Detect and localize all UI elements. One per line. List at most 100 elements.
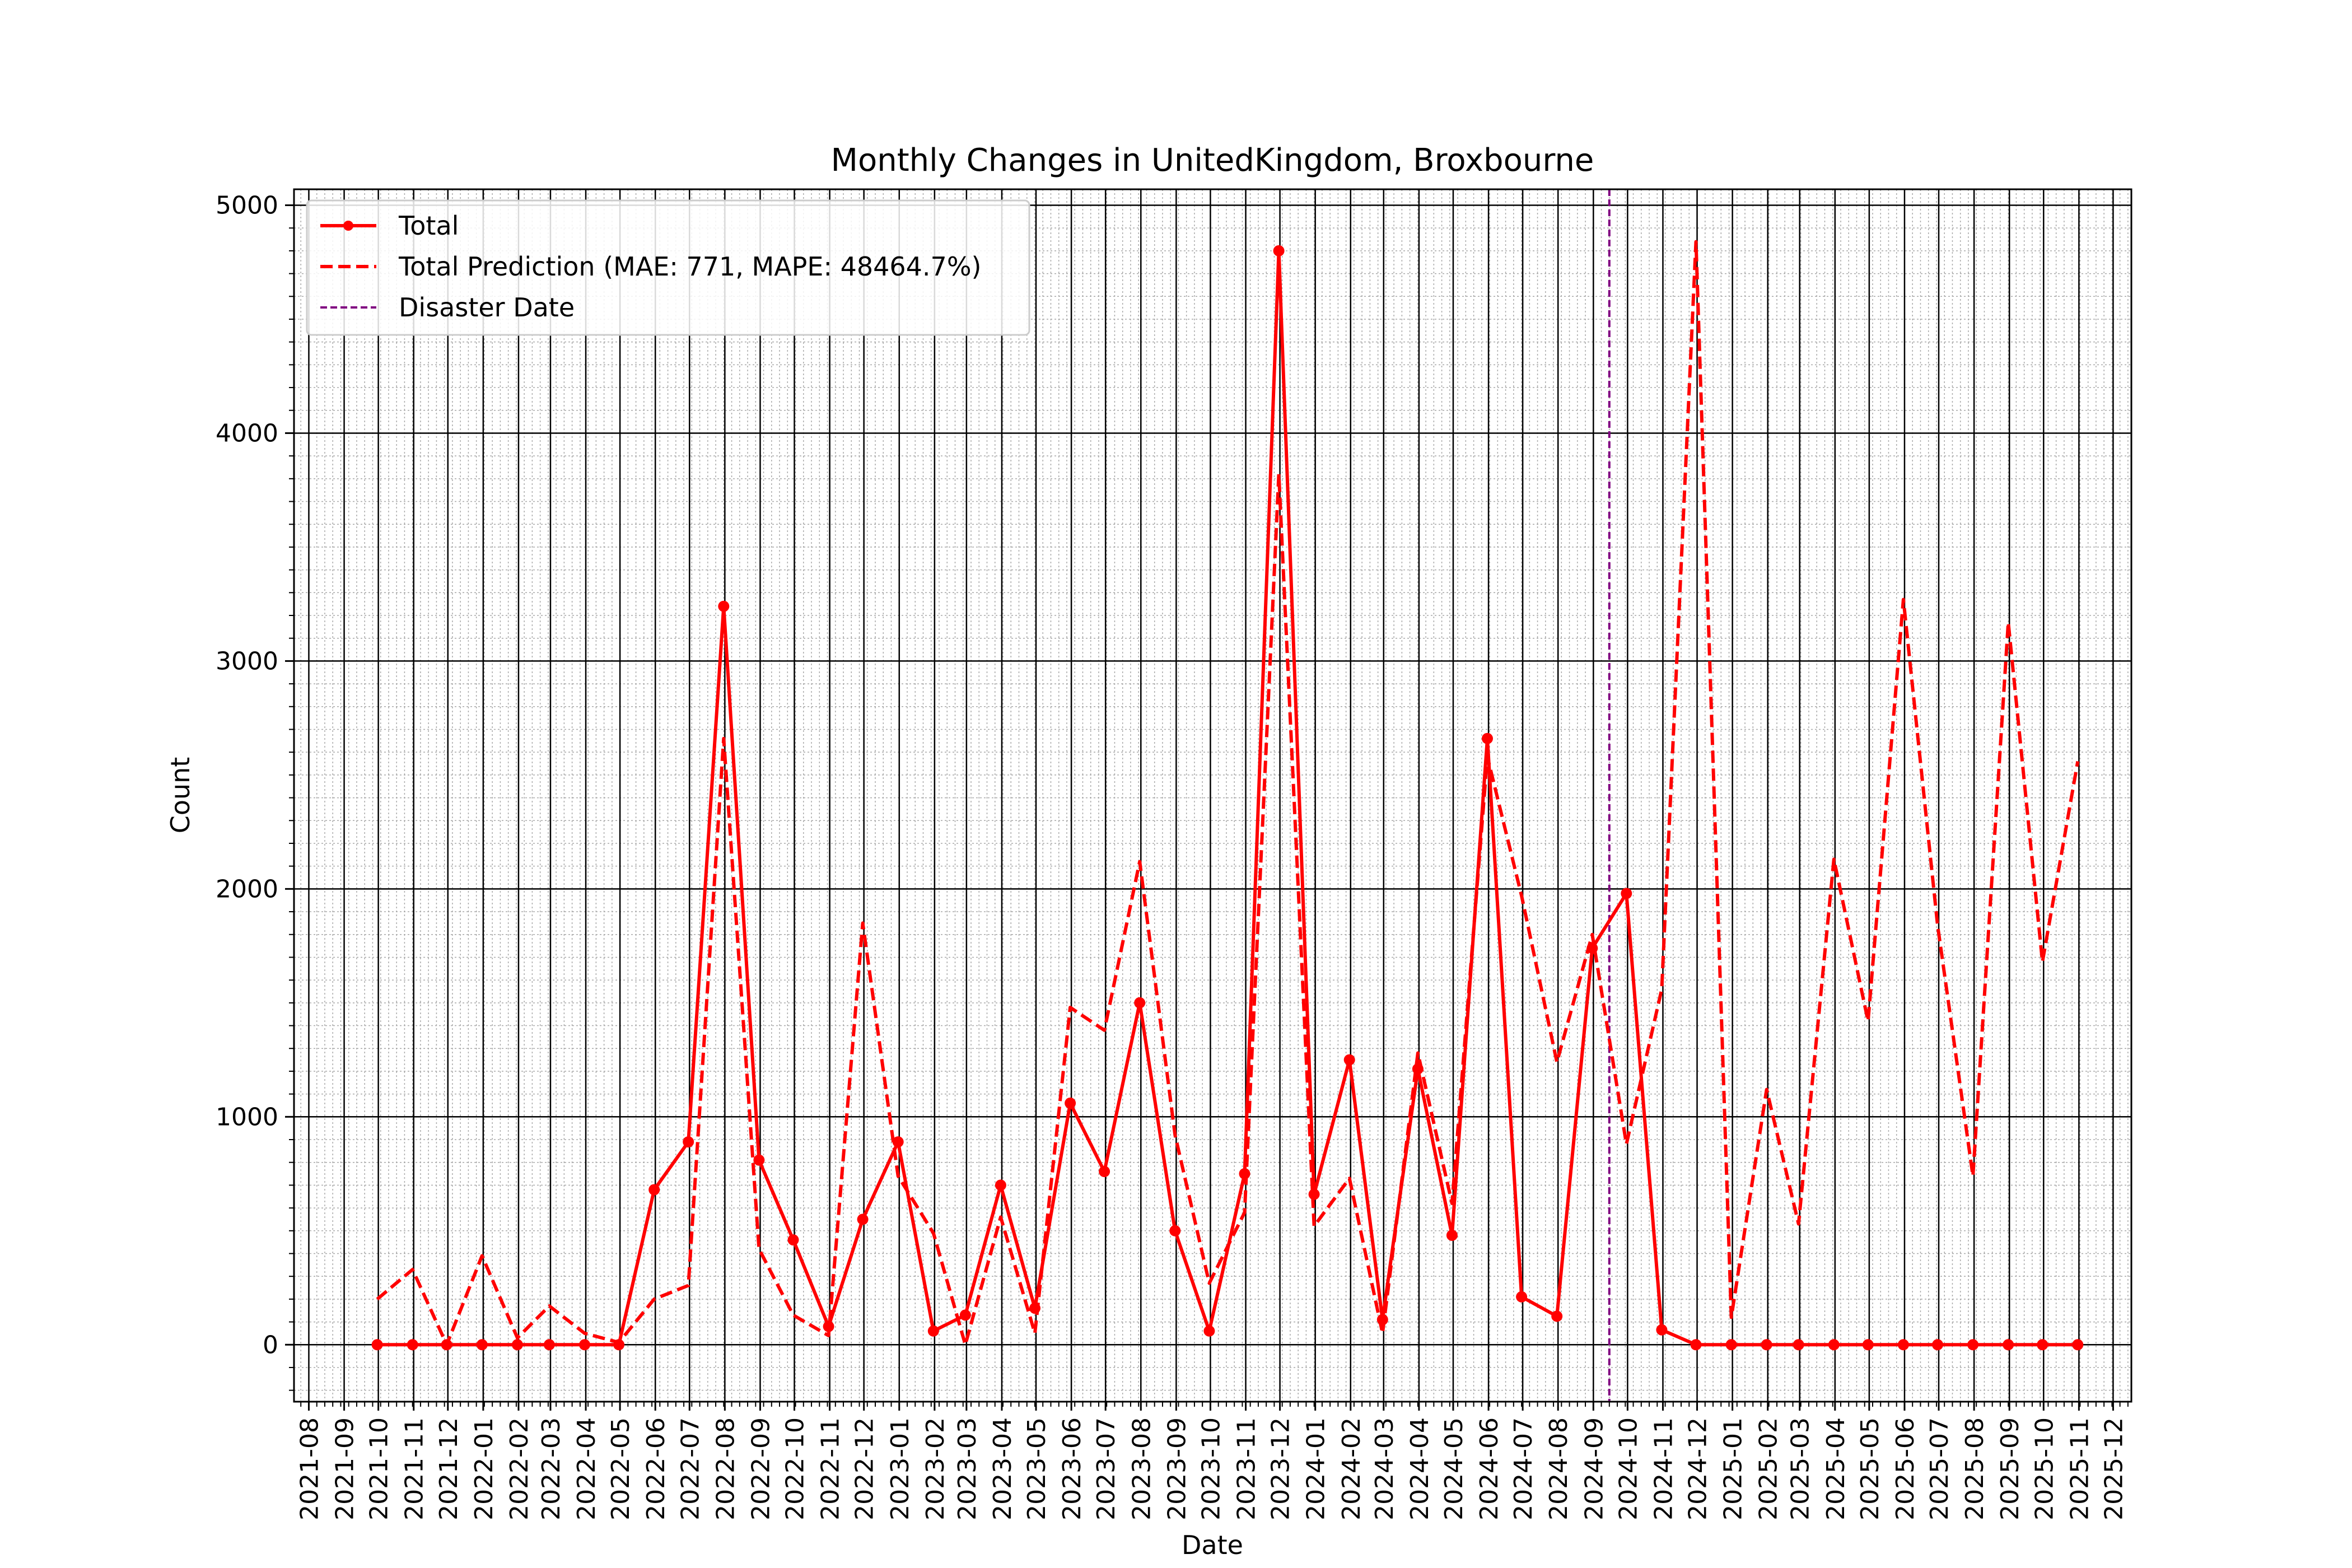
total-data-point — [2037, 1339, 2048, 1351]
total-data-point — [407, 1339, 418, 1351]
x-tick-label: 2023-09 — [1163, 1417, 1191, 1520]
total-data-point — [1169, 1225, 1181, 1236]
total-data-point — [2003, 1339, 2014, 1351]
x-axis-title: Date — [1182, 1530, 1243, 1560]
total-data-point — [1239, 1168, 1250, 1179]
total-data-point — [1862, 1339, 1874, 1351]
x-tick-label: 2022-08 — [711, 1417, 740, 1520]
x-tick-label: 2024-09 — [1580, 1417, 1608, 1520]
grid — [294, 189, 2131, 1402]
total-data-point — [1482, 732, 1493, 744]
x-tick-label: 2024-06 — [1475, 1417, 1504, 1520]
x-tick-label: 2023-05 — [1023, 1417, 1051, 1520]
total-data-point — [1656, 1324, 1668, 1336]
total-data-point — [1099, 1166, 1110, 1177]
x-tick-label: 2022-09 — [746, 1417, 775, 1520]
y-tick-label: 1000 — [216, 1103, 278, 1131]
total-data-point — [857, 1214, 869, 1225]
prediction-series-line — [376, 240, 2080, 1347]
total-data-point — [579, 1339, 590, 1351]
x-tick-label: 2024-03 — [1370, 1417, 1399, 1520]
total-data-point — [718, 600, 730, 612]
legend: Total Total Prediction (MAE: 771, MAPE: … — [306, 199, 1030, 336]
total-data-point — [1516, 1291, 1528, 1303]
x-tick-label: 2022-07 — [676, 1417, 704, 1520]
total-data-point — [1065, 1097, 1076, 1109]
x-tick-label: 2025-04 — [1822, 1417, 1850, 1520]
total-data-point — [1273, 245, 1285, 256]
total-data-point — [1134, 997, 1146, 1009]
legend-marker-total — [343, 221, 353, 231]
total-data-point — [1308, 1188, 1320, 1200]
y-tick-label: 5000 — [216, 191, 278, 220]
legend-item-prediction: Total Prediction (MAE: 771, MAPE: 48464.… — [320, 251, 981, 282]
y-tick-label: 2000 — [216, 875, 278, 903]
x-tick-label: 2022-03 — [537, 1417, 566, 1520]
y-tick-label: 3000 — [216, 647, 278, 675]
legend-item-disaster-date: Disaster Date — [320, 292, 575, 323]
total-data-point — [927, 1325, 939, 1337]
y-tick-label: 4000 — [216, 419, 278, 447]
x-tick-label: 2025-01 — [1719, 1417, 1748, 1520]
x-tick-label: 2024-10 — [1614, 1417, 1642, 1520]
x-tick-label: 2024-08 — [1544, 1417, 1573, 1520]
total-data-point — [511, 1339, 523, 1351]
legend-box — [306, 199, 1030, 336]
x-tick-label: 2022-05 — [606, 1417, 635, 1520]
y-tick-label: 0 — [263, 1331, 278, 1359]
total-data-point — [1761, 1339, 1772, 1351]
total-data-point — [1725, 1339, 1737, 1351]
total-data-point — [823, 1320, 834, 1332]
x-tick-label: 2023-10 — [1197, 1417, 1225, 1520]
legend-label-prediction: Total Prediction (MAE: 771, MAPE: 48464.… — [398, 251, 981, 282]
total-data-point — [1897, 1339, 1909, 1351]
total-data-point — [1690, 1339, 1702, 1351]
y-axis-title: Count — [165, 757, 195, 834]
total-data-point — [543, 1339, 555, 1351]
x-tick-label: 2021-10 — [365, 1417, 394, 1520]
total-data-point — [959, 1309, 971, 1321]
total-data-point — [476, 1339, 488, 1351]
total-data-point — [787, 1234, 799, 1246]
x-tick-label: 2022-12 — [851, 1417, 879, 1520]
plot-data — [371, 189, 2084, 1402]
x-tick-label: 2025-12 — [2099, 1417, 2128, 1520]
total-data-point — [753, 1154, 765, 1166]
total-data-point — [1967, 1339, 1979, 1351]
x-tick-label: 2025-08 — [1961, 1417, 1989, 1520]
total-data-point — [1551, 1310, 1563, 1322]
total-data-point — [1376, 1314, 1388, 1326]
chart-title: Monthly Changes in UnitedKingdom, Broxbo… — [831, 142, 1594, 179]
x-tick-label: 2025-07 — [1925, 1417, 1954, 1520]
x-tick-label: 2023-02 — [921, 1417, 950, 1520]
x-tick-label: 2023-11 — [1233, 1417, 1261, 1520]
x-tick-label: 2025-02 — [1754, 1417, 1783, 1520]
x-tick-label: 2022-02 — [505, 1417, 534, 1520]
total-data-point — [1828, 1339, 1840, 1351]
total-data-point — [648, 1184, 660, 1196]
x-tick-label: 2025-11 — [2065, 1417, 2094, 1520]
x-tick-label: 2022-01 — [470, 1417, 498, 1520]
total-data-point — [1932, 1339, 1943, 1351]
x-tick-label: 2024-04 — [1406, 1417, 1434, 1520]
x-tick-label: 2021-09 — [331, 1417, 360, 1520]
total-data-point — [613, 1339, 625, 1351]
x-tick-label: 2025-03 — [1786, 1417, 1815, 1520]
x-tick-label: 2021-12 — [435, 1417, 463, 1520]
total-data-point — [371, 1339, 383, 1351]
x-tick-label: 2024-12 — [1684, 1417, 1712, 1520]
x-tick-label: 2022-11 — [816, 1417, 845, 1520]
total-data-point — [1793, 1339, 1804, 1351]
x-tick-label: 2023-12 — [1267, 1417, 1295, 1520]
legend-label-total: Total — [398, 211, 459, 241]
total-data-point — [2072, 1339, 2084, 1351]
x-tick-label: 2025-09 — [1996, 1417, 2024, 1520]
total-data-point — [1029, 1303, 1040, 1314]
x-tick-label: 2022-06 — [642, 1417, 670, 1520]
total-data-point — [1621, 888, 1632, 899]
x-tick-label: 2025-05 — [1856, 1417, 1884, 1520]
legend-label-disaster-date: Disaster Date — [399, 292, 575, 323]
x-tick-label: 2021-11 — [400, 1417, 429, 1520]
